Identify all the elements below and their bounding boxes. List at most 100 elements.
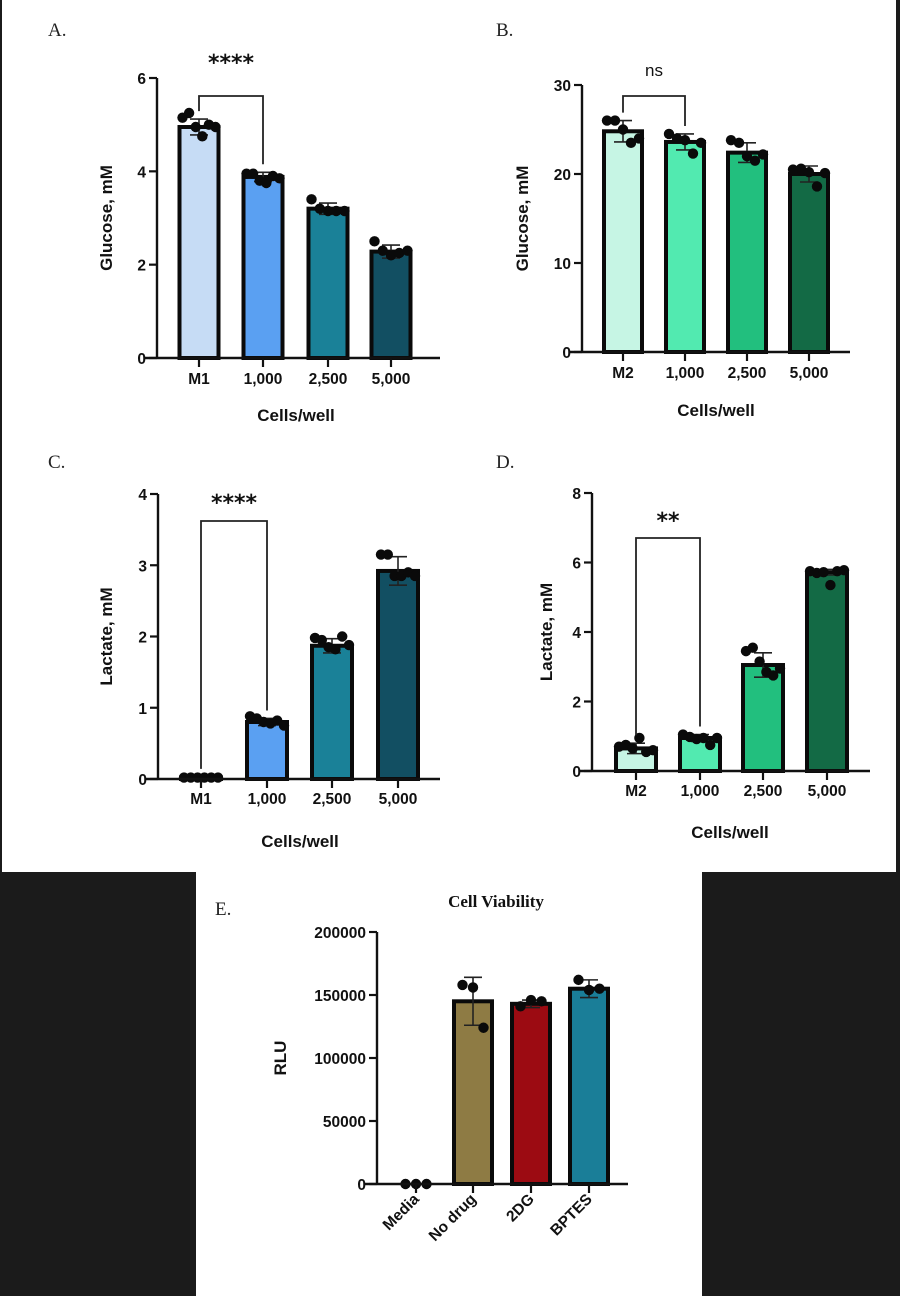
- chart-panel-b: B. 0 10 20 30 M2 1,000 2,500 5,000 Cells/well Gluc…: [496, 20, 850, 420]
- data-point: [457, 979, 468, 991]
- data-point: [774, 663, 786, 674]
- x-tick-label: 1,000: [244, 371, 283, 388]
- panel-letter: B.: [496, 20, 513, 41]
- bar-M1: [177, 125, 221, 360]
- data-point: [212, 772, 224, 783]
- data-point: [725, 134, 737, 146]
- data-point: [583, 984, 595, 996]
- data-point: [197, 131, 208, 142]
- data-point: [757, 149, 769, 160]
- data-point: [663, 128, 675, 140]
- data-point: [705, 739, 716, 751]
- y-tick-label: 3: [138, 558, 147, 575]
- panel-letter: C.: [48, 452, 65, 473]
- data-point: [478, 1022, 489, 1033]
- data-point: [314, 203, 325, 214]
- y-tick-label: 0: [562, 345, 571, 362]
- x-tick-label: M2: [625, 783, 647, 800]
- y-tick-label: 0: [137, 351, 146, 368]
- bar-2,500: [310, 643, 354, 782]
- data-point: [617, 124, 629, 135]
- data-point: [601, 115, 613, 126]
- bar-5,000: [376, 568, 420, 782]
- y-tick-label: 6: [572, 556, 581, 573]
- x-tick-label: 1,000: [681, 783, 720, 800]
- x-tick-label: 1,000: [248, 791, 287, 808]
- bar-2,500: [741, 663, 785, 774]
- y-tick-label: 150000: [314, 988, 366, 1005]
- y-tick-label: 50000: [323, 1114, 366, 1131]
- data-point: [385, 250, 397, 261]
- chart-title: Cell Viability: [448, 892, 544, 911]
- bar-2DG: [510, 1001, 552, 1186]
- data-point: [754, 656, 765, 667]
- y-tick-label: 0: [572, 764, 581, 781]
- data-point: [261, 177, 272, 189]
- x-tick-label: BPTES: [547, 1191, 596, 1240]
- data-point: [247, 168, 259, 179]
- x-tick-label: No drug: [426, 1191, 480, 1245]
- y-tick-label: 4: [138, 487, 147, 504]
- bar-1,000: [664, 139, 706, 354]
- data-point: [210, 121, 221, 133]
- data-point: [633, 133, 645, 144]
- data-point: [795, 163, 807, 174]
- panel-letter: E.: [215, 899, 231, 920]
- bar-5,000: [805, 570, 849, 773]
- x-tick-label: M2: [612, 365, 634, 382]
- data-point: [525, 994, 537, 1006]
- data-point: [377, 245, 388, 256]
- data-point: [825, 579, 836, 591]
- data-point: [306, 194, 317, 205]
- bottom-figure-panel: [196, 872, 702, 1296]
- x-tick-label: 1,000: [666, 365, 705, 382]
- significance-bracket: [622, 95, 686, 126]
- bar-5,000: [788, 172, 830, 354]
- x-tick-label: 5,000: [372, 371, 411, 388]
- chart-panel-a: A. 0 2 4 6 M1 1,000 2,500 5,000 Cells/well Glucose…: [48, 20, 440, 425]
- data-point: [274, 173, 285, 184]
- significance-label: **: [656, 509, 680, 534]
- data-point: [768, 670, 779, 681]
- data-point: [819, 167, 831, 179]
- y-tick-label: 4: [572, 625, 581, 642]
- data-point: [467, 982, 479, 993]
- data-point: [402, 245, 413, 256]
- bar-2,500: [306, 206, 350, 360]
- y-tick-label: 0: [357, 1177, 366, 1194]
- y-tick-label: 100000: [314, 1051, 366, 1068]
- data-point: [330, 644, 341, 655]
- x-axis-title: Cells/well: [257, 406, 334, 425]
- data-point: [409, 570, 421, 582]
- bar-1,000: [245, 720, 289, 781]
- data-point: [339, 205, 350, 217]
- data-point: [625, 137, 637, 149]
- y-tick-label: 10: [554, 256, 571, 273]
- bar-BPTES: [568, 986, 610, 1187]
- data-point: [594, 983, 605, 994]
- data-point: [382, 549, 393, 560]
- chart-panel-c: C. 0 1 2 3 4 M1 1,000 2,500 5,000 Cells/well Lactat…: [48, 452, 440, 851]
- data-point: [698, 732, 709, 744]
- y-tick-label: 8: [572, 486, 581, 503]
- data-point: [183, 107, 195, 119]
- data-point: [687, 148, 699, 159]
- data-point: [787, 164, 799, 175]
- y-axis-title: Glucose, mM: [97, 165, 116, 271]
- y-tick-label: 4: [137, 164, 146, 181]
- data-point: [647, 744, 659, 756]
- data-point: [536, 996, 547, 1007]
- data-point: [573, 974, 584, 986]
- x-axis-title: Cells/well: [691, 823, 768, 842]
- bar-1,000: [241, 174, 285, 360]
- bar-M2: [602, 129, 644, 354]
- data-point: [316, 634, 327, 646]
- y-tick-label: 30: [554, 78, 571, 95]
- x-tick-label: 2DG: [503, 1191, 538, 1226]
- data-point: [747, 642, 758, 653]
- significance-bracket: [200, 520, 268, 769]
- data-point: [811, 181, 823, 192]
- data-point: [741, 151, 753, 162]
- y-tick-label: 1: [138, 701, 147, 718]
- x-axis-title: Cells/well: [261, 832, 338, 851]
